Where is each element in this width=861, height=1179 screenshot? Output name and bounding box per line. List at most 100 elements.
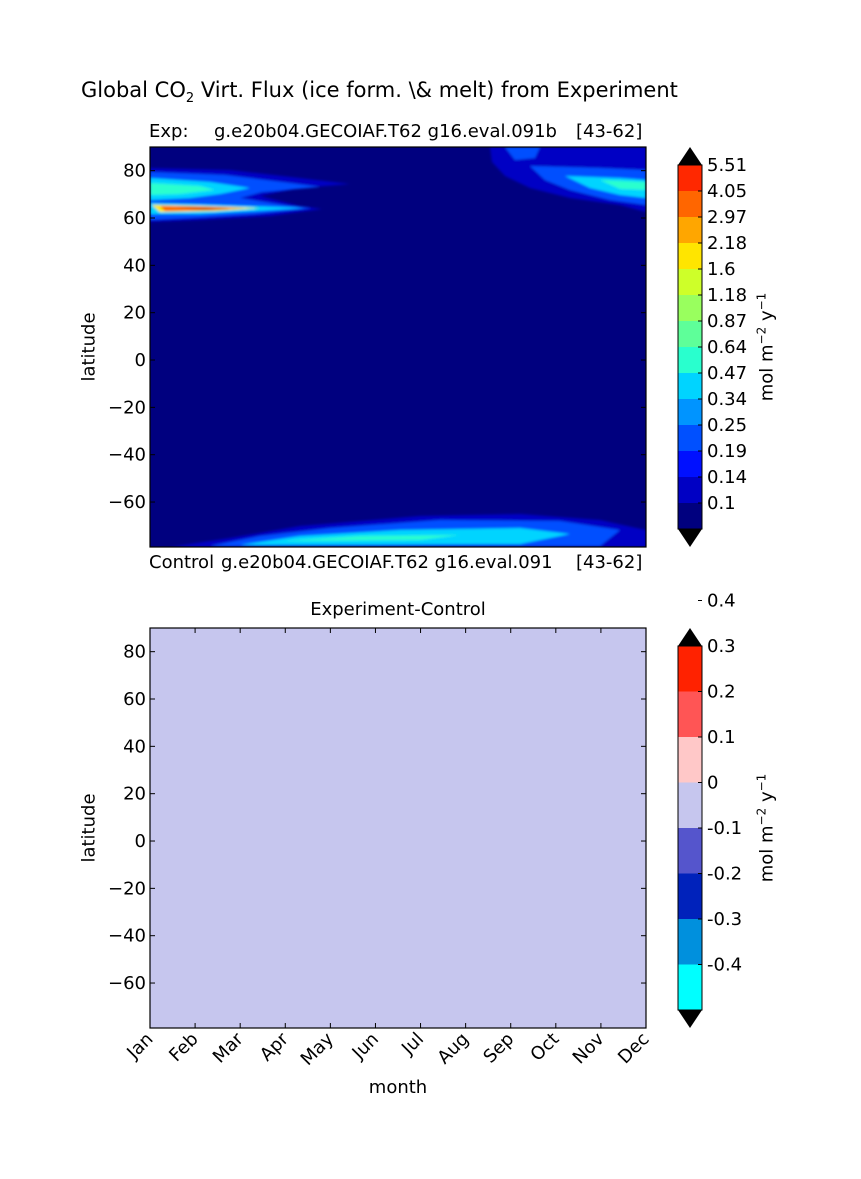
colorbar-tick-label: 5.51 <box>707 155 747 176</box>
colorbar-segment <box>678 191 702 217</box>
colorbar-bottom-unit: mol m−2 y−1 <box>754 773 778 883</box>
ytick-label: −60 <box>108 492 146 513</box>
ytick-label: −20 <box>108 397 146 418</box>
colorbar-tick-label: 2.97 <box>707 207 747 228</box>
figure-title: Global CO2 Virt. Flux (ice form. \& melt… <box>81 78 678 107</box>
ytick-label: 20 <box>123 303 146 324</box>
colorbar-segment <box>678 373 702 399</box>
colorbar-segment <box>678 964 702 1010</box>
xtick-label: Oct <box>526 1029 563 1066</box>
colorbar-segment <box>678 425 702 451</box>
colorbar-tick-label: -0.1 <box>707 818 742 839</box>
colorbar-segment <box>678 737 702 783</box>
colorbar-tick-label: 0.14 <box>707 467 747 488</box>
colorbar-tick-label: 0 <box>707 773 718 794</box>
ytick-label: 80 <box>123 161 146 182</box>
colorbar-segment <box>678 503 702 529</box>
colorbar-segment <box>678 691 702 737</box>
colorbar-tick-label: 2.18 <box>707 233 747 254</box>
ytick-label: 40 <box>123 736 146 757</box>
xtick-label: Apr <box>256 1028 293 1065</box>
colorbar-tick-label: 1.6 <box>707 259 736 280</box>
colorbar-segment <box>678 165 702 191</box>
colorbar-segment <box>678 243 702 269</box>
xtick-label: Jan <box>122 1029 157 1064</box>
colorbar-tick-label: 0.3 <box>707 636 736 657</box>
colorbar-tick-label: 1.18 <box>707 285 747 306</box>
colorbar-top-unit: mol m−2 y−1 <box>754 292 778 402</box>
colorbar-tick-label: 0.64 <box>707 337 747 358</box>
top-yticks: 80 60 40 20 0 −20 −40 −60 <box>108 161 646 513</box>
xtick-label: Nov <box>569 1028 609 1068</box>
colorbar-segment <box>678 347 702 373</box>
exp-years: [43-62] <box>576 121 643 142</box>
bottom-panel-title: Experiment-Control <box>310 599 486 620</box>
colorbar-tick-label: -0.2 <box>707 864 742 885</box>
colorbar-tick-label: 0.1 <box>707 493 736 514</box>
colorbar-tick-label: 0.4 <box>707 591 736 612</box>
bottom-xlabel: month <box>368 1077 428 1098</box>
bottom-yticks: 80 60 40 20 0 −20 −40 −60 <box>108 642 646 994</box>
xtick-label: Mar <box>209 1028 248 1067</box>
ytick-label: 80 <box>123 642 146 663</box>
xtick-label: Feb <box>165 1029 202 1066</box>
colorbar-tick-label: -0.3 <box>707 909 742 930</box>
ytick-label: 60 <box>123 208 146 229</box>
top-ylabel: latitude <box>78 312 100 382</box>
ytick-label: 60 <box>123 689 146 710</box>
colorbar-segment <box>678 919 702 965</box>
top-axes-frame <box>149 146 647 548</box>
ytick-label: −40 <box>108 926 146 947</box>
difference-heatmap <box>150 628 646 1028</box>
colorbar-segment <box>678 873 702 919</box>
colorbar-experiment: 0.1 0.14 0.19 0.25 0.34 0.47 0.64 0.87 1.18 1.6 2.… <box>677 147 747 547</box>
control-years: [43-62] <box>576 552 643 573</box>
colorbar-segment <box>678 269 702 295</box>
colorbar-segment <box>678 646 702 692</box>
xtick-label: Jul <box>397 1029 428 1060</box>
ytick-label: −20 <box>108 878 146 899</box>
colorbar-segment <box>678 477 702 503</box>
control-case-name: g.e20b04.GECOIAF.T62 g16.eval.091 <box>221 552 553 573</box>
heatmap-features <box>150 147 646 547</box>
colorbar-segment <box>678 782 702 828</box>
control-label: Control <box>149 552 215 573</box>
experiment-heatmap <box>150 147 646 547</box>
colorbar-tick-label: 0.19 <box>707 441 747 462</box>
ytick-label: 40 <box>123 255 146 276</box>
colorbar-segment <box>678 451 702 477</box>
exp-case-name: g.e20b04.GECOIAF.T62 g16.eval.091b <box>214 121 557 142</box>
colorbar-extend-min <box>678 1010 702 1028</box>
ytick-label: −60 <box>108 973 146 994</box>
colorbar-segment <box>678 295 702 321</box>
colorbar-extend-min <box>678 529 702 547</box>
colorbar-tick-label: 0.25 <box>707 415 747 436</box>
bottom-ylabel: latitude <box>78 793 100 863</box>
colorbar-tick-label: 0.87 <box>707 311 747 332</box>
colorbar-tick-label: 0.34 <box>707 389 747 410</box>
colorbar-difference: -0.4 -0.3 -0.2 -0.1 0 0.1 0.2 0.3 0.4 <box>677 591 742 1028</box>
ytick-label: 0 <box>135 831 146 852</box>
xtick-label: Sep <box>479 1029 518 1068</box>
colorbar-segment <box>678 321 702 347</box>
colorbar-segment <box>678 217 702 243</box>
colorbar-segment <box>678 399 702 425</box>
colorbar-segment <box>678 828 702 874</box>
colorbar-tick-label: 0.2 <box>707 682 736 703</box>
colorbar-tick-label: -0.4 <box>707 955 742 976</box>
ytick-label: 0 <box>135 350 146 371</box>
colorbar-extend-max <box>678 628 702 646</box>
colorbar-tick-label: 0.47 <box>707 363 747 384</box>
xtick-label: Dec <box>614 1029 653 1068</box>
xtick-label: May <box>297 1028 338 1069</box>
ytick-label: 20 <box>123 784 146 805</box>
bottom-axes-frame <box>149 627 647 1029</box>
ytick-label: −40 <box>108 445 146 466</box>
xtick-label: Jun <box>348 1029 383 1064</box>
colorbar-tick-label: 0.1 <box>707 727 736 748</box>
xtick-label: Aug <box>433 1029 473 1069</box>
colorbar-extend-max <box>678 147 702 165</box>
exp-label: Exp: <box>149 121 189 142</box>
colorbar-tick-label: 4.05 <box>707 181 747 202</box>
